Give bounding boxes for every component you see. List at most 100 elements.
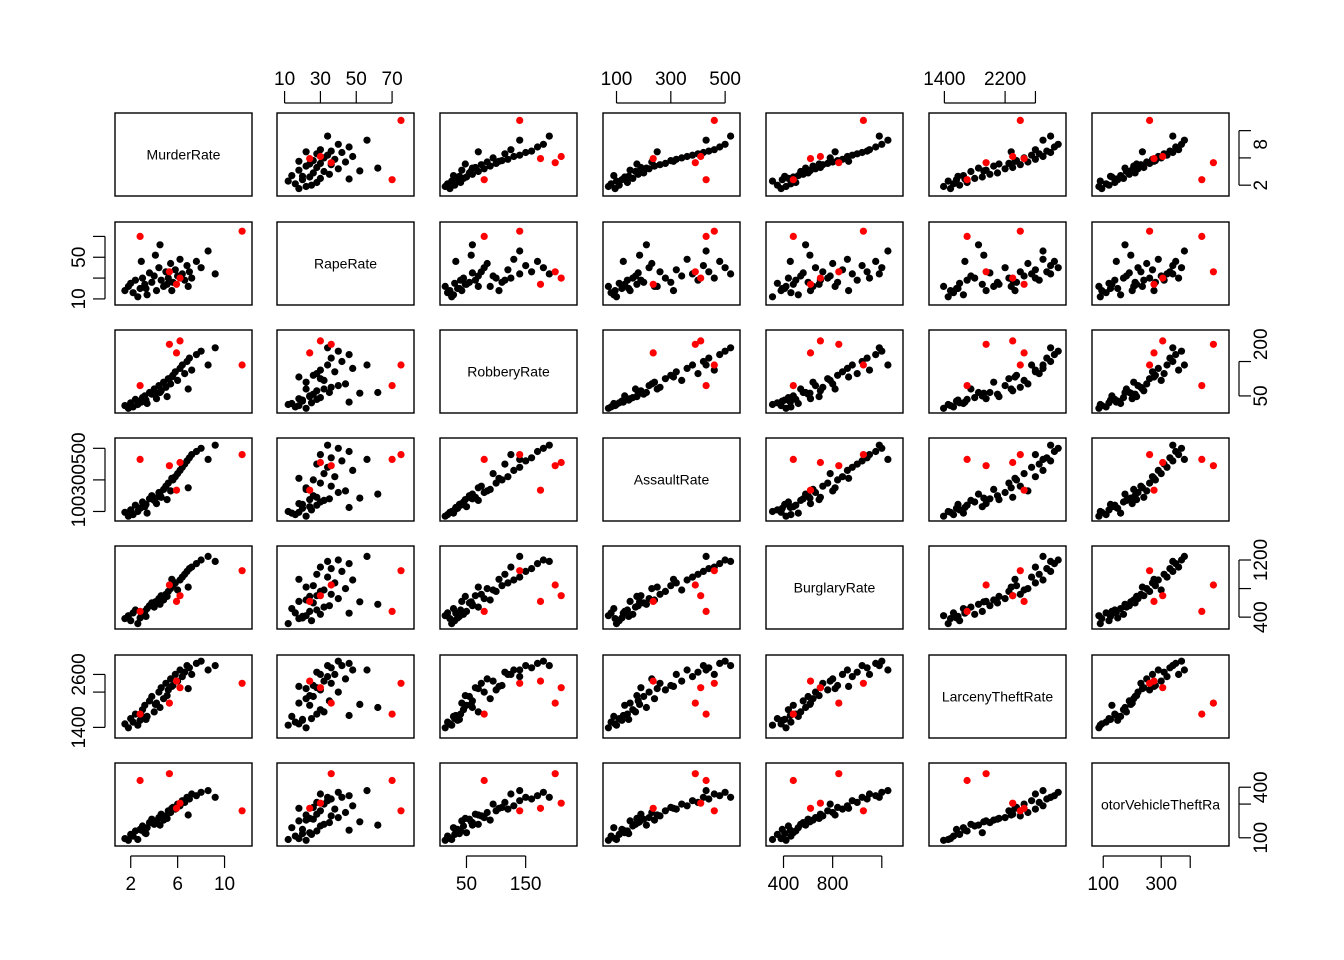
data-point [295, 575, 303, 583]
data-point [961, 503, 969, 512]
data-point [316, 174, 324, 182]
data-point [338, 793, 346, 801]
data-point-highlighted [1009, 592, 1017, 600]
data-point [516, 151, 524, 159]
data-point [1043, 147, 1051, 155]
data-point [982, 500, 990, 508]
data-point [612, 835, 621, 844]
data-point [522, 262, 530, 270]
data-point [295, 699, 303, 707]
data-point [1121, 490, 1129, 498]
data-point [291, 718, 299, 726]
data-point [356, 598, 364, 606]
panel-frame [439, 221, 578, 306]
data-point [625, 830, 633, 838]
data-point [468, 241, 476, 249]
data-point [309, 476, 317, 484]
data-point [363, 136, 371, 144]
data-point-highlighted [316, 799, 324, 807]
data-point [640, 692, 648, 701]
data-point-highlighted [397, 361, 405, 369]
data-point [363, 361, 371, 369]
data-point-highlighted [536, 597, 545, 606]
data-point [716, 257, 724, 265]
tick-label: 1400 [923, 69, 965, 90]
data-point [374, 703, 382, 712]
data-point [327, 383, 335, 391]
data-point [1112, 175, 1120, 183]
data-point-highlighted [136, 382, 144, 390]
data-point [786, 257, 794, 265]
data-point [1166, 454, 1174, 462]
data-point [1133, 692, 1141, 700]
diagonal-label: MurderRate [147, 147, 221, 163]
data-point [507, 563, 515, 571]
data-point [148, 278, 156, 286]
data-point [459, 274, 468, 282]
data-point [786, 503, 794, 512]
data-point-highlighted [982, 581, 990, 589]
data-point [539, 264, 548, 272]
data-point-highlighted [551, 268, 559, 276]
data-point-highlighted [306, 597, 314, 606]
data-point [1007, 385, 1015, 393]
data-point [699, 262, 708, 270]
data-point [211, 662, 219, 670]
data-point [971, 394, 979, 402]
data-point-highlighted [557, 799, 565, 807]
data-point [374, 821, 382, 829]
data-point [345, 792, 353, 800]
data-point-highlighted [702, 382, 710, 390]
data-point [944, 177, 952, 185]
data-point-highlighted [238, 227, 246, 235]
data-point [1138, 484, 1146, 492]
data-point [806, 395, 815, 403]
right-axis-murder-rate: 28 [1238, 130, 1272, 190]
data-point [129, 289, 137, 297]
data-point [678, 800, 686, 808]
data-point [872, 447, 880, 456]
data-point [1112, 257, 1120, 265]
data-point [338, 457, 346, 465]
data-point [184, 385, 192, 393]
data-point [661, 159, 670, 167]
data-point-highlighted [789, 455, 797, 463]
data-point-highlighted [557, 152, 565, 161]
data-point [845, 287, 853, 295]
data-point [631, 272, 640, 280]
data-point [516, 136, 524, 144]
data-point [688, 151, 697, 159]
data-point [982, 287, 990, 295]
data-point [781, 500, 789, 508]
data-point [298, 715, 307, 724]
data-point [1133, 160, 1141, 168]
data-point-highlighted [238, 451, 246, 459]
data-point [516, 463, 524, 471]
data-point [143, 509, 151, 517]
data-point [1043, 565, 1051, 573]
data-point [461, 814, 469, 823]
data-point-highlighted [1016, 116, 1024, 124]
data-point [980, 598, 988, 606]
data-point [1028, 797, 1036, 805]
data-point [338, 567, 346, 576]
tick-label: 1200 [1251, 539, 1272, 581]
data-point [1020, 470, 1028, 478]
data-point [341, 158, 350, 166]
panel-burglary-rate-vs-murder-rate [114, 545, 253, 630]
data-point [1011, 287, 1019, 295]
data-point [1121, 600, 1129, 608]
data-point [288, 712, 296, 721]
panel-rape-rate-vs-robbery-rate [439, 221, 578, 306]
data-point [176, 255, 184, 263]
data-point [1095, 182, 1103, 191]
data-point [831, 685, 839, 693]
data-point [956, 181, 964, 189]
data-point-highlighted [702, 776, 710, 785]
data-point [1047, 441, 1055, 449]
data-point [843, 255, 852, 263]
panel-larceny-theft-rate-vs-burglary-rate [765, 654, 904, 739]
data-point-highlighted [982, 462, 990, 470]
data-point [325, 170, 333, 178]
data-point [334, 595, 342, 603]
